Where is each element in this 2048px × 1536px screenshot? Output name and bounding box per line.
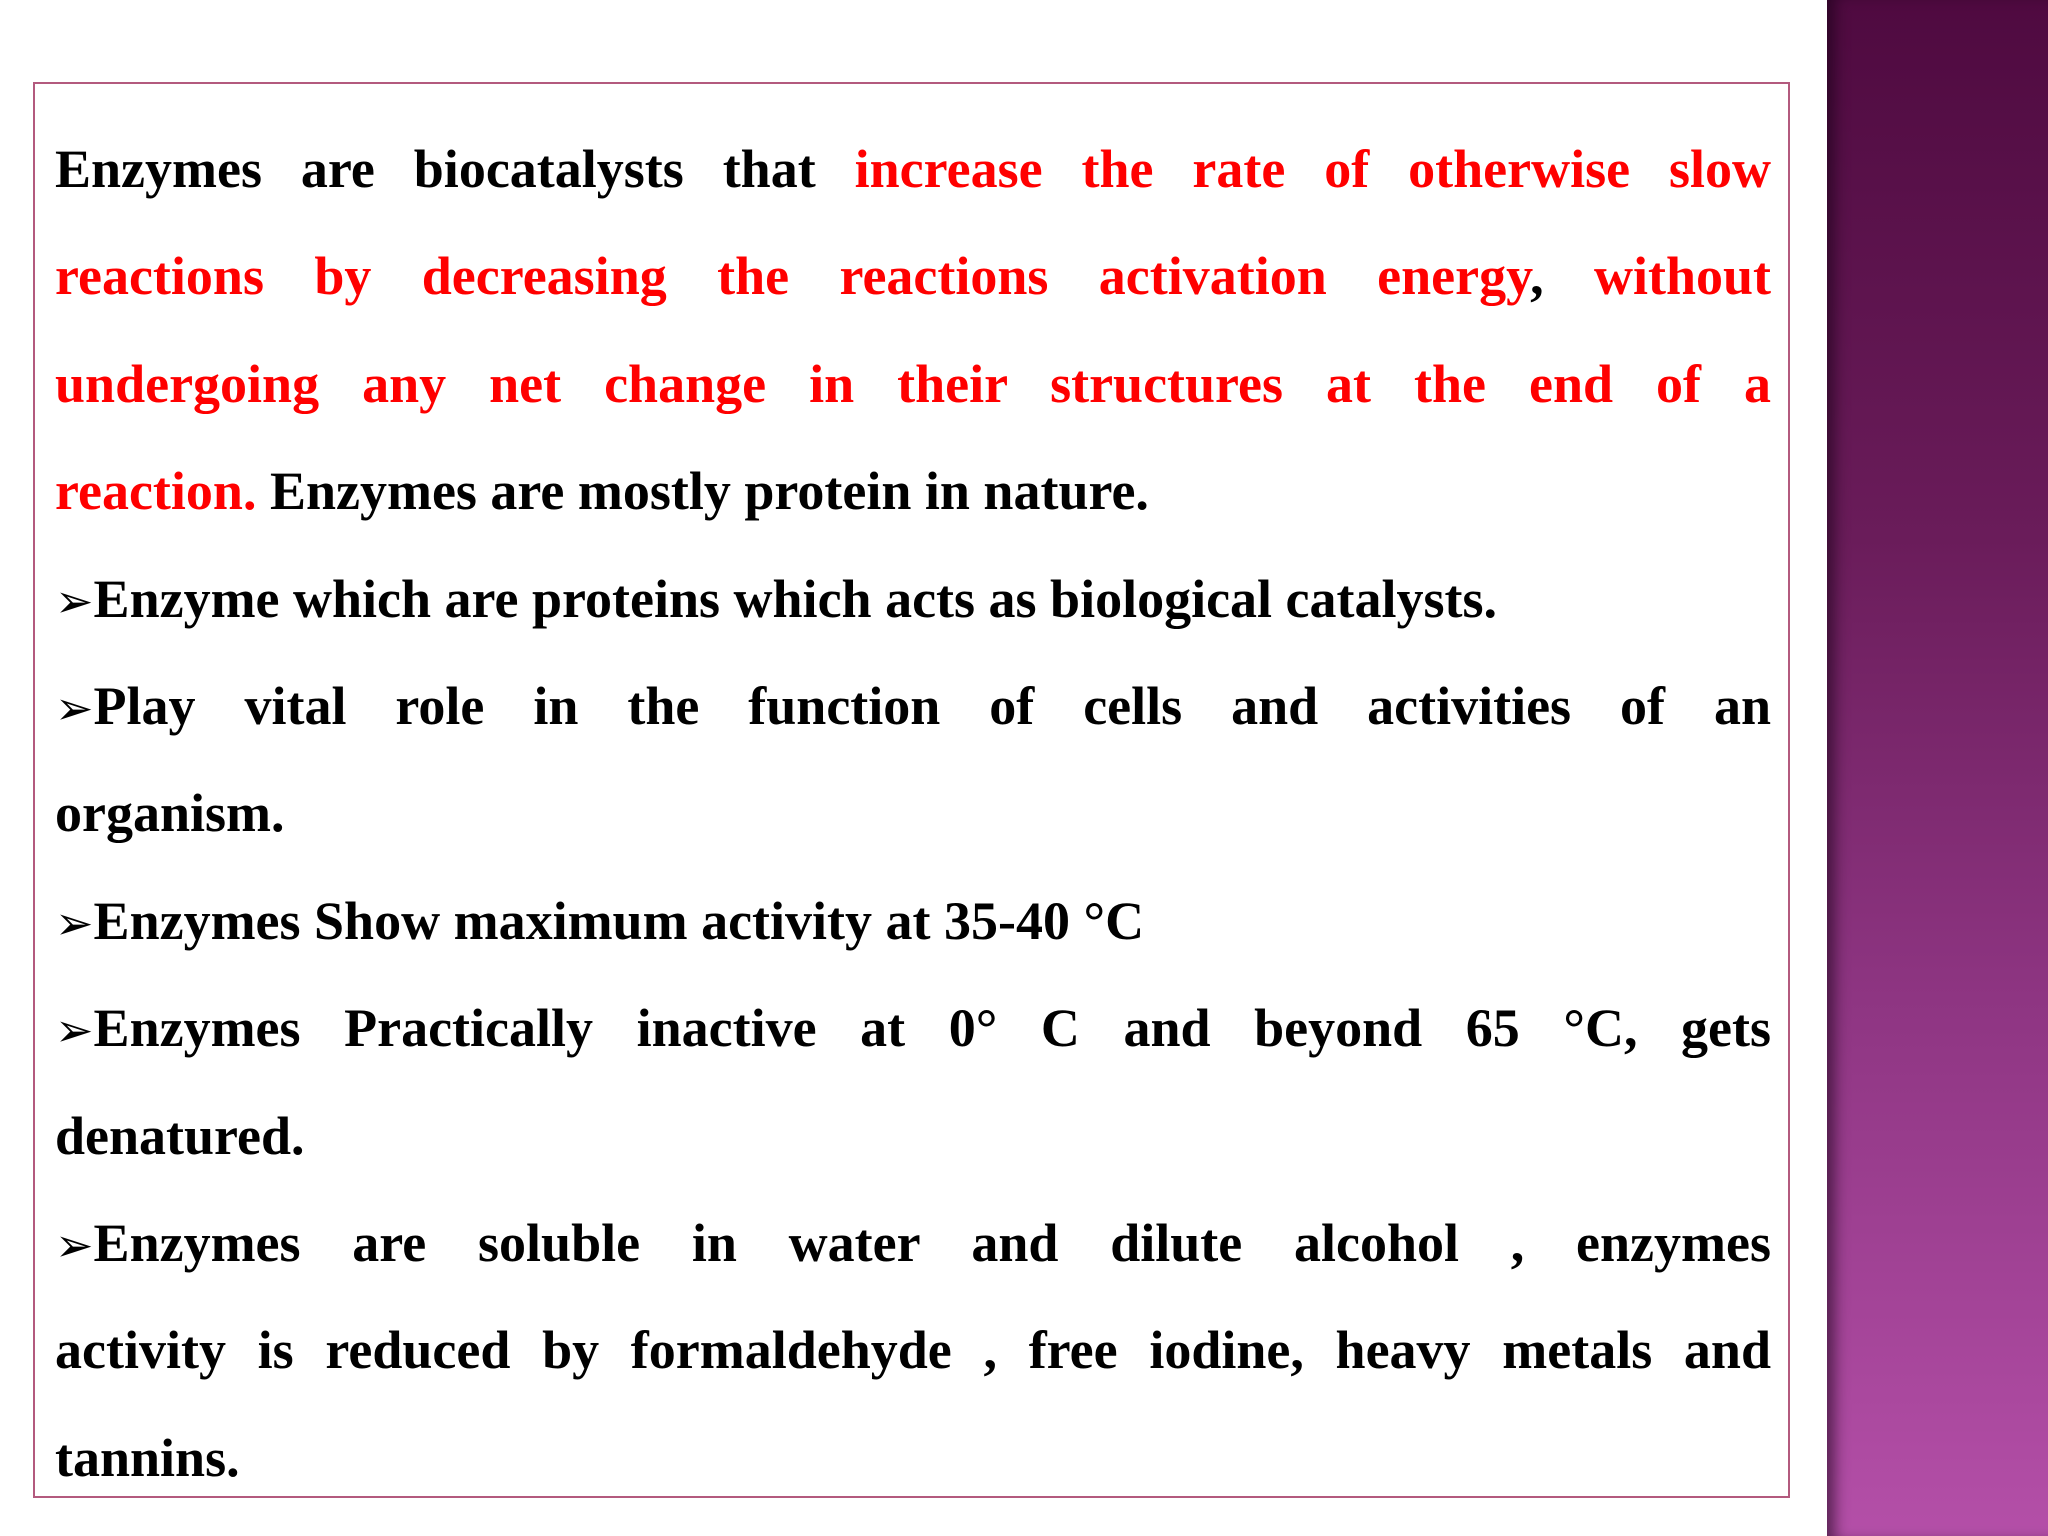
arrow-bullet-icon: ➢ — [55, 1003, 94, 1058]
decorative-side-panel — [1827, 0, 2048, 1536]
bullet-line: ➢Enzyme which are proteins which acts as… — [55, 546, 1771, 653]
text-line: denatured. — [55, 1083, 1771, 1190]
arrow-bullet-icon: ➢ — [55, 573, 94, 628]
body-text: Enzymes are biocatalysts that — [55, 139, 855, 199]
body-text: activity is reduced by formaldehyde , fr… — [55, 1320, 1771, 1381]
bullet-line: ➢Play vital role in the function of cell… — [55, 653, 1771, 760]
bullet-line: ➢Enzymes Show maximum activity at 35-40 … — [55, 868, 1771, 975]
body-text: Enzymes Practically inactive at 0° C and… — [93, 998, 1771, 1059]
body-text: organism. — [55, 783, 285, 844]
text-line: Enzymes are biocatalysts that increase t… — [55, 116, 1771, 223]
highlighted-text: undergoing any net change in their struc… — [55, 353, 1771, 414]
body-text: Play vital role in the function of cells… — [93, 675, 1771, 736]
slide-body-text: Enzymes are biocatalysts that increase t… — [55, 116, 1771, 1512]
text-line: reactions by decreasing the reactions ac… — [55, 223, 1771, 330]
arrow-bullet-icon: ➢ — [55, 895, 94, 950]
text-line: activity is reduced by formaldehyde , fr… — [55, 1297, 1771, 1404]
content-frame — [33, 82, 1790, 1498]
highlighted-text: increase the rate of otherwise slow — [854, 139, 1771, 199]
arrow-bullet-icon: ➢ — [55, 1217, 94, 1272]
body-text: , — [1530, 246, 1594, 307]
highlighted-text: without — [1593, 246, 1771, 307]
body-text: Enzymes are mostly protein in nature. — [256, 461, 1149, 522]
body-text: denatured. — [55, 1105, 305, 1166]
body-text: Enzyme which are proteins which acts as … — [93, 568, 1498, 629]
body-text: tannins. — [55, 1427, 240, 1488]
highlighted-text: reaction. — [55, 461, 257, 522]
text-line: organism. — [55, 760, 1771, 867]
highlighted-text: reactions by decreasing the reactions ac… — [55, 246, 1531, 307]
arrow-bullet-icon: ➢ — [55, 680, 94, 735]
bullet-line: ➢Enzymes are soluble in water and dilute… — [55, 1190, 1771, 1297]
body-text: Enzymes Show maximum activity at 35-40 °… — [93, 890, 1145, 951]
text-line: tannins. — [55, 1405, 1771, 1512]
text-line: reaction. Enzymes are mostly protein in … — [55, 438, 1771, 545]
body-text: Enzymes are soluble in water and dilute … — [93, 1212, 1771, 1273]
bullet-line: ➢Enzymes Practically inactive at 0° C an… — [55, 975, 1771, 1082]
text-line: undergoing any net change in their struc… — [55, 331, 1771, 438]
